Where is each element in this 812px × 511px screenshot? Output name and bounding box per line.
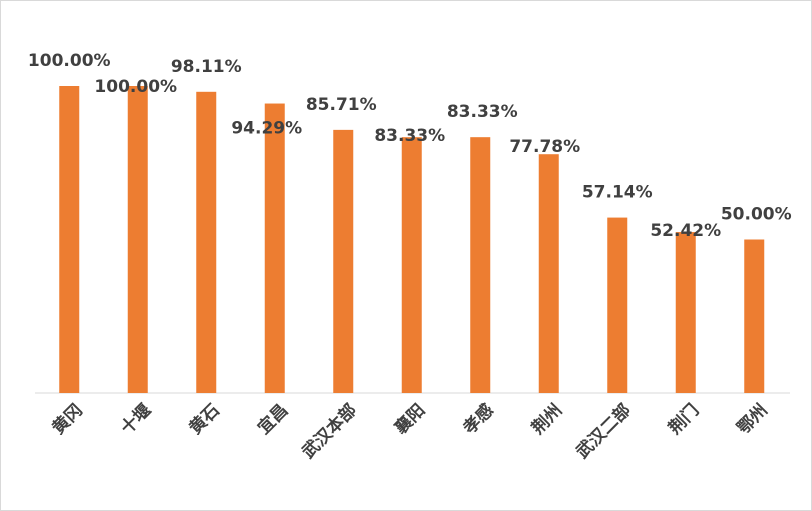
category-label-7: 荆州 xyxy=(527,400,566,439)
bar-5 xyxy=(401,137,422,393)
data-label-1: 100.00% xyxy=(94,77,177,97)
data-label-6: 83.33% xyxy=(447,102,518,122)
data-label-0: 100.00% xyxy=(28,51,111,71)
bar-8 xyxy=(607,217,628,393)
bar-0 xyxy=(59,86,80,393)
bar-9 xyxy=(675,232,696,393)
data-label-9: 52.42% xyxy=(650,221,721,241)
data-label-3: 94.29% xyxy=(231,119,302,139)
data-label-4: 85.71% xyxy=(306,95,377,115)
category-label-4: 武汉本部 xyxy=(298,400,361,463)
data-label-10: 50.00% xyxy=(721,205,792,225)
bar-3 xyxy=(264,103,285,394)
bar-10 xyxy=(744,239,765,393)
category-label-10: 鄂州 xyxy=(734,400,772,438)
category-label-2: 黄石 xyxy=(185,400,224,439)
category-label-9: 荆门 xyxy=(664,400,703,439)
bar-2 xyxy=(196,91,217,393)
bar-6 xyxy=(470,137,491,393)
bar-4 xyxy=(333,129,354,393)
category-label-3: 宜昌 xyxy=(253,400,292,439)
data-label-2: 98.11% xyxy=(171,57,242,77)
category-label-8: 武汉二部 xyxy=(572,400,635,463)
bar-7 xyxy=(538,154,559,393)
category-label-0: 黄冈 xyxy=(48,400,87,439)
data-label-8: 57.14% xyxy=(582,183,653,203)
bar-1 xyxy=(127,86,148,393)
data-label-5: 83.33% xyxy=(374,126,445,146)
category-label-6: 孝感 xyxy=(459,400,498,439)
category-label-1: 十堰 xyxy=(116,400,155,439)
data-label-7: 77.78% xyxy=(509,137,580,157)
category-label-5: 襄阳 xyxy=(390,400,430,440)
